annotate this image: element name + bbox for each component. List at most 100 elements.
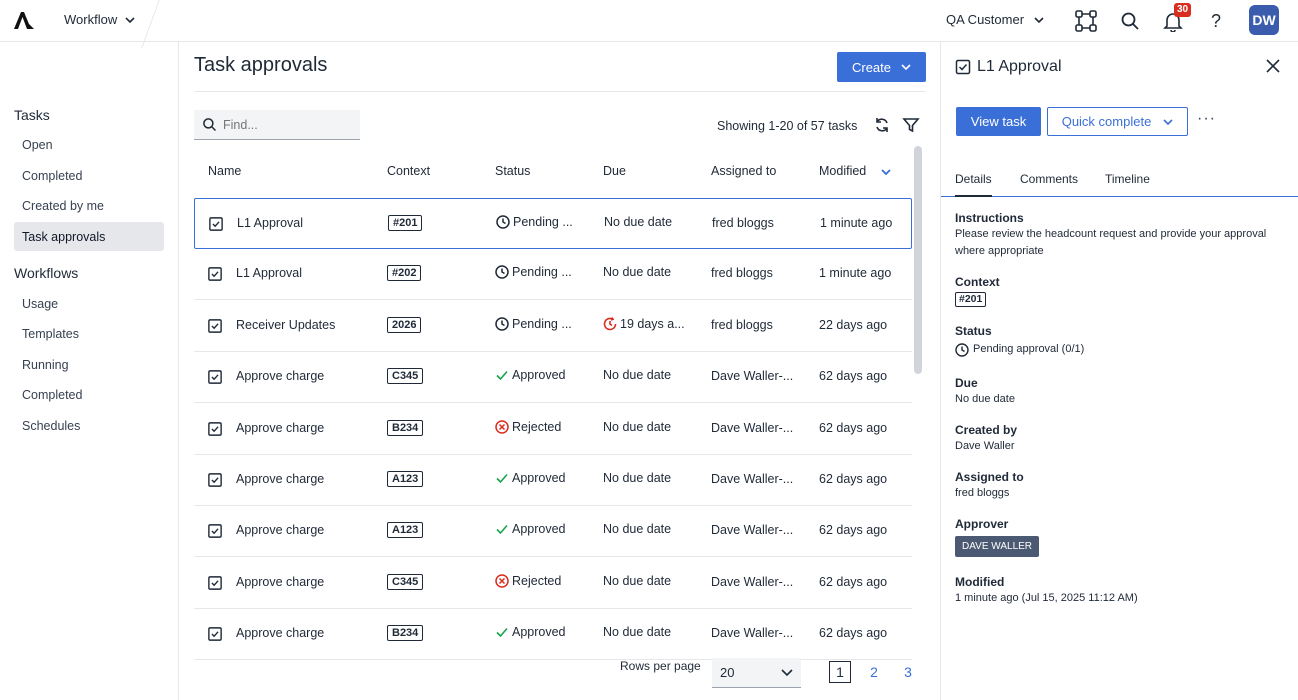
due-text: No due date xyxy=(603,419,672,434)
assigned-to: Dave Waller-... xyxy=(711,369,794,384)
status-text: Rejected xyxy=(512,573,562,588)
created-by-label: Created by xyxy=(955,423,1018,437)
chevron-down-icon xyxy=(125,16,135,23)
assigned-to: Dave Waller-... xyxy=(711,420,794,435)
showing-count: Showing 1-20 of 57 tasks xyxy=(717,119,858,133)
search-icon[interactable] xyxy=(1117,8,1143,34)
checkmark-icon xyxy=(496,525,508,535)
workflow-icon[interactable] xyxy=(1073,8,1099,34)
help-icon[interactable]: ? xyxy=(1210,10,1221,31)
sidebar-item-templates[interactable]: Templates xyxy=(22,326,79,341)
sidebar-item-completed[interactable]: Completed xyxy=(22,168,83,183)
filter-icon[interactable] xyxy=(902,116,920,134)
column-header-name[interactable]: Name xyxy=(208,164,242,178)
scrollbar[interactable] xyxy=(914,146,922,374)
task-name: Approve charge xyxy=(236,420,325,435)
page-button-3[interactable]: 3 xyxy=(904,664,912,680)
sidebar-item-running[interactable]: Running xyxy=(22,357,69,372)
close-icon[interactable] xyxy=(1265,58,1281,74)
detail-tabs: Details Comments Timeline xyxy=(941,162,1298,197)
table-row[interactable]: Approve charge B234 Rejected No due date Dav… xyxy=(194,404,912,455)
task-checkbox-icon xyxy=(208,524,222,539)
status-cell: Approved xyxy=(495,368,566,382)
sidebar-item-schedules[interactable]: Schedules xyxy=(22,418,81,433)
context-chip: B234 xyxy=(387,419,424,436)
context-chip: C345 xyxy=(387,368,424,385)
tab-timeline[interactable]: Timeline xyxy=(1105,172,1150,186)
due-text: No due date xyxy=(603,522,672,537)
sidebar-item-open[interactable]: Open xyxy=(22,137,53,152)
task-checkbox-icon xyxy=(209,217,223,231)
table-row[interactable]: Receiver Updates 2026 Pending ... 19 days a… xyxy=(194,301,912,352)
column-header-assigned-to[interactable]: Assigned to xyxy=(711,164,777,178)
search-input[interactable] xyxy=(223,117,353,132)
table-row[interactable]: Approve charge C345 Approved No due date Dav… xyxy=(194,352,912,404)
chevron-down-icon xyxy=(781,669,793,676)
sidebar-item-created-by-me[interactable]: Created by me xyxy=(22,198,104,213)
rejected-icon xyxy=(495,574,509,588)
customer-switcher[interactable]: QA Customer xyxy=(946,12,1044,27)
divider xyxy=(194,91,926,92)
due-text: No due date xyxy=(603,368,672,383)
create-button[interactable]: Create xyxy=(837,52,926,82)
table-row[interactable]: L1 Approval #202 Pending ... No due date fre… xyxy=(194,249,912,301)
assigned-to: Dave Waller-... xyxy=(711,626,794,641)
tab-comments[interactable]: Comments xyxy=(1020,172,1079,186)
modified-date: 22 days ago xyxy=(819,317,888,332)
due-cell: No due date xyxy=(604,215,672,229)
chevron-down-icon xyxy=(901,64,911,70)
modified-label: Modified xyxy=(955,575,1005,589)
context-chip: #201 xyxy=(955,292,987,307)
column-header-due[interactable]: Due xyxy=(603,164,626,178)
column-header-status[interactable]: Status xyxy=(495,164,531,178)
due-text: No due date xyxy=(603,625,672,640)
sort-descending-icon[interactable] xyxy=(881,169,891,175)
assigned-to: Dave Waller-... xyxy=(711,574,794,589)
context-chip: A123 xyxy=(387,471,424,487)
due-text: 19 days a... xyxy=(620,316,685,331)
view-task-button[interactable]: View task xyxy=(956,107,1041,136)
quick-complete-button[interactable]: Quick complete xyxy=(1047,107,1188,136)
due-cell: No due date xyxy=(603,574,671,588)
chevron-down-icon xyxy=(1034,16,1044,23)
due-text: No due date xyxy=(603,471,672,485)
status-text: Rejected xyxy=(512,419,562,434)
task-checkbox-icon xyxy=(208,473,222,487)
sidebar-item-usage[interactable]: Usage xyxy=(22,296,59,311)
refresh-icon[interactable] xyxy=(873,116,891,134)
tab-details[interactable]: Details xyxy=(955,167,992,197)
page-button-2[interactable]: 2 xyxy=(870,664,878,680)
task-checkbox-icon xyxy=(208,627,222,642)
avatar[interactable]: DW xyxy=(1249,5,1279,35)
assigned-to-label: Assigned to xyxy=(955,470,1024,484)
due-cell: No due date xyxy=(603,368,671,382)
clock-icon xyxy=(955,342,969,357)
search-icon xyxy=(203,118,217,132)
status-text: Approved xyxy=(512,522,566,537)
app-switcher[interactable]: Workflow xyxy=(64,12,135,27)
notification-badge: 30 xyxy=(1174,3,1192,17)
rows-per-page-select[interactable]: 20 xyxy=(712,658,801,688)
context-chip: #202 xyxy=(387,265,422,282)
context-chip: A123 xyxy=(387,522,424,539)
table-row[interactable]: Approve charge A123 Approved No due date Dav… xyxy=(194,506,912,558)
status-cell: Pending ... xyxy=(495,317,572,331)
table-row[interactable]: Approve charge A123 Approved No due date Dav… xyxy=(194,455,912,506)
assigned-to: fred bloggs xyxy=(711,317,773,332)
column-header-context[interactable]: Context xyxy=(387,164,431,178)
due-cell: No due date xyxy=(603,522,671,536)
more-options-icon[interactable]: ··· xyxy=(1197,110,1216,127)
table-row[interactable]: L1 Approval #201 Pending ... No due date fre… xyxy=(194,198,912,249)
approver-chip: DAVE WALLER xyxy=(955,536,1040,557)
status-cell: Pending ... xyxy=(495,265,572,279)
sidebar-item-workflows-completed[interactable]: Completed xyxy=(22,387,83,402)
search-box[interactable] xyxy=(194,110,360,140)
column-header-modified[interactable]: Modified xyxy=(819,164,867,178)
table-row[interactable]: Approve charge B234 Approved No due date Dav… xyxy=(194,609,912,661)
task-name: Receiver Updates xyxy=(236,317,336,332)
approver-label: Approver xyxy=(955,517,1009,531)
page-button-1[interactable]: 1 xyxy=(829,661,851,683)
table-row[interactable]: Approve charge C345 Rejected No due date Dav… xyxy=(194,558,912,609)
logo-icon[interactable] xyxy=(12,9,36,31)
sidebar-item-task-approvals[interactable]: Task approvals xyxy=(14,222,164,251)
